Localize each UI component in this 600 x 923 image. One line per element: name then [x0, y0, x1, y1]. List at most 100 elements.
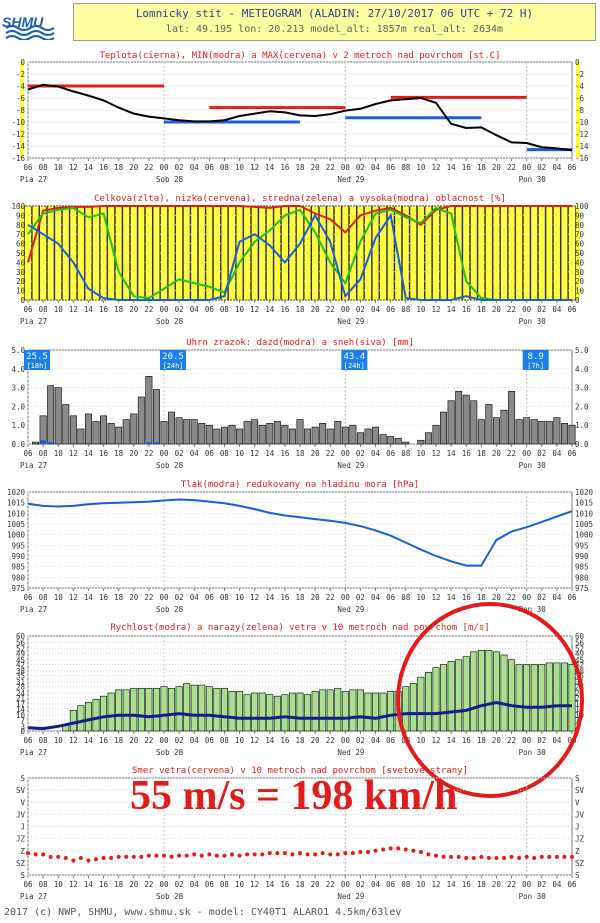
temperature-ytick-right: -10: [575, 118, 589, 127]
snow-bar: [168, 411, 176, 445]
precipitation-ytick-left: 4.0: [11, 365, 25, 374]
precipitation-hour-label: 22: [507, 449, 516, 458]
pressure-hour-label: 16: [462, 593, 472, 602]
cloudiness-ytick-right: 40: [575, 258, 585, 267]
precipitation-hour-label: 04: [552, 449, 562, 458]
wind-direction-point: [426, 852, 431, 857]
precipitation-hour-label: 16: [462, 449, 472, 458]
cloudiness-hour-label: 16: [280, 305, 290, 314]
cloud-total-bar: [266, 205, 274, 301]
rain-bar: [153, 442, 160, 444]
wind_direction-hour-label: 08: [39, 880, 49, 889]
wind_direction-hour-label: 14: [84, 880, 94, 889]
precipitation-hour-label: 20: [311, 449, 321, 458]
temperature-ytick-right: -2: [575, 70, 584, 79]
wind-direction-point: [139, 854, 144, 859]
wind-ytick-left: 38: [16, 667, 26, 676]
wind-hour-label: 10: [416, 736, 426, 745]
snow-bar: [296, 419, 304, 445]
wind_direction-hour-label: 20: [492, 880, 502, 889]
snow-bar: [243, 421, 251, 445]
wind_direction-ytick-left: JV: [16, 810, 26, 819]
pressure-hour-label: 10: [416, 593, 426, 602]
wind-direction-point: [94, 857, 98, 862]
cloudiness-hour-label: 02: [356, 305, 365, 314]
temperature-ytick-left: -6: [16, 94, 26, 103]
pressure-hour-label: 02: [356, 593, 365, 602]
wind-direction-point: [502, 856, 506, 861]
wind-ytick-right: 60: [575, 632, 585, 641]
cloudiness-ytick-left: 10: [16, 287, 26, 296]
gust-bar: [455, 659, 463, 732]
wind-direction-point: [486, 856, 491, 861]
temperature-hour-label: 22: [144, 163, 153, 172]
wind-direction-point: [320, 851, 325, 856]
gust-bar: [160, 686, 168, 732]
wind-direction-point: [146, 853, 151, 858]
wind-direction-point: [26, 851, 30, 856]
highlight-circle: [396, 602, 584, 798]
wind-hour-label: 12: [69, 736, 78, 745]
temperature-hour-label: 04: [190, 163, 200, 172]
cloudiness-ytick-left: 20: [16, 277, 26, 286]
wind-ytick-left: 28: [16, 683, 26, 692]
temperature-hour-label: 06: [205, 163, 215, 172]
cloudiness-hour-label: 04: [552, 305, 562, 314]
wind-speed-line: [27, 700, 572, 731]
wind-ytick-right: 17: [575, 700, 584, 709]
snow-bar: [319, 423, 327, 445]
precipitation-hour-label: 18: [114, 449, 124, 458]
temperature-hour-label: 12: [250, 163, 259, 172]
snow-bar: [281, 424, 289, 445]
cloudiness-hour-label: 12: [431, 305, 440, 314]
wind-ytick-right: 52: [575, 645, 584, 654]
temperature-hour-label: 10: [235, 163, 245, 172]
gust-bar: [281, 694, 289, 732]
gust-bar: [266, 694, 274, 732]
cloudiness-hour-label: 14: [265, 305, 275, 314]
precipitation-hour-label: 16: [99, 449, 109, 458]
temperature-ytick-left: -2: [16, 70, 25, 79]
pressure-ytick-right: 995: [575, 541, 589, 550]
shmu-logo-icon: [5, 25, 55, 41]
wind_direction-hour-label: 02: [356, 880, 365, 889]
wind_direction-hour-label: 06: [386, 880, 396, 889]
precipitation-hour-label: 18: [295, 449, 305, 458]
pressure-ytick-left: 1010: [7, 509, 26, 518]
snow-bar: [492, 417, 500, 445]
accumulation-period: [24h]: [162, 362, 183, 370]
cloudiness-ytick-left: 40: [16, 258, 26, 267]
precipitation-hour-label: 02: [537, 449, 546, 458]
cloud-left-bar: [20, 206, 24, 300]
wind-direction-point: [305, 852, 310, 857]
wind-ytick-left: 52: [16, 645, 25, 654]
wind_direction-hour-label: 10: [416, 880, 426, 889]
temperature-hour-label: 16: [462, 163, 472, 172]
wind_direction-hour-label: 10: [54, 880, 64, 889]
wind_direction-ytick-right: SV: [575, 786, 585, 795]
wind-ytick-left: 31: [16, 678, 25, 687]
snow-bar: [432, 424, 440, 445]
wind_direction-ytick-left: S: [20, 871, 25, 880]
cloud-total-bar: [92, 205, 100, 301]
snow-bar: [424, 432, 432, 445]
wind-hour-label: 12: [250, 736, 259, 745]
precipitation-day-label: Pon 30: [519, 461, 547, 470]
pressure-day-label: Pia 27: [20, 605, 47, 614]
wind_direction-hour-label: 18: [295, 880, 305, 889]
gust-bar: [424, 672, 432, 732]
cloud-total-bar: [137, 205, 146, 301]
wind_direction-hour-label: 16: [99, 880, 109, 889]
cloud-total-bar: [122, 205, 130, 301]
temperature-hour-label: 02: [175, 163, 184, 172]
precipitation-hour-label: 06: [567, 449, 577, 458]
wind_direction-hour-label: 12: [431, 880, 440, 889]
cloudiness-hour-label: 06: [23, 305, 33, 314]
temperature-hour-label: 02: [356, 163, 365, 172]
cloudiness-hour-label: 16: [462, 305, 472, 314]
wind-ytick-left: 0: [20, 727, 25, 736]
pressure-hour-label: 16: [280, 593, 290, 602]
wind_direction-ytick-right: SZ: [575, 859, 585, 868]
pressure-hour-label: 22: [507, 593, 516, 602]
